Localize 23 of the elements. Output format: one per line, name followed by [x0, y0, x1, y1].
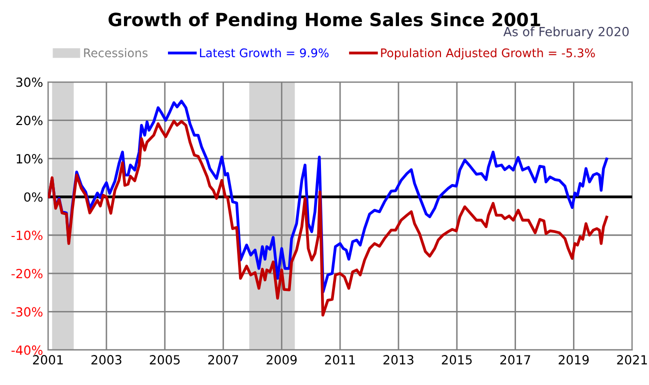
y-tick-label: 20% — [16, 116, 42, 126]
y-tick-label: -10% — [11, 230, 42, 240]
y-tick-label: -20% — [11, 268, 42, 278]
x-tick-label: 2021 — [617, 355, 647, 364]
line-series — [48, 120, 608, 317]
x-tick-label: 2005 — [150, 355, 180, 364]
y-tick-label: 10% — [16, 154, 42, 164]
legend-label: Population Adjusted Growth = -5.3% — [381, 48, 595, 60]
x-tick-label: 2019 — [558, 355, 589, 364]
y-tick-label: -30% — [11, 307, 42, 317]
x-tick-label: 2011 — [325, 355, 355, 364]
legend-label: Latest Growth = 9.9% — [200, 48, 329, 58]
x-tick-label: 2003 — [91, 355, 122, 364]
x-tick-label: 2015 — [442, 355, 472, 364]
x-tick-label: 2009 — [266, 355, 297, 364]
y-tick-label: -40% — [11, 345, 42, 355]
x-tick-label: 2007 — [208, 355, 238, 364]
x-tick-label: 2017 — [500, 355, 530, 364]
y-tick-label: 0% — [24, 192, 42, 202]
x-tick-label: 2001 — [33, 355, 63, 364]
x-tick-label: 2013 — [383, 355, 414, 364]
legend-label: Recessions — [84, 48, 148, 58]
y-tick-label: 30% — [16, 77, 42, 87]
